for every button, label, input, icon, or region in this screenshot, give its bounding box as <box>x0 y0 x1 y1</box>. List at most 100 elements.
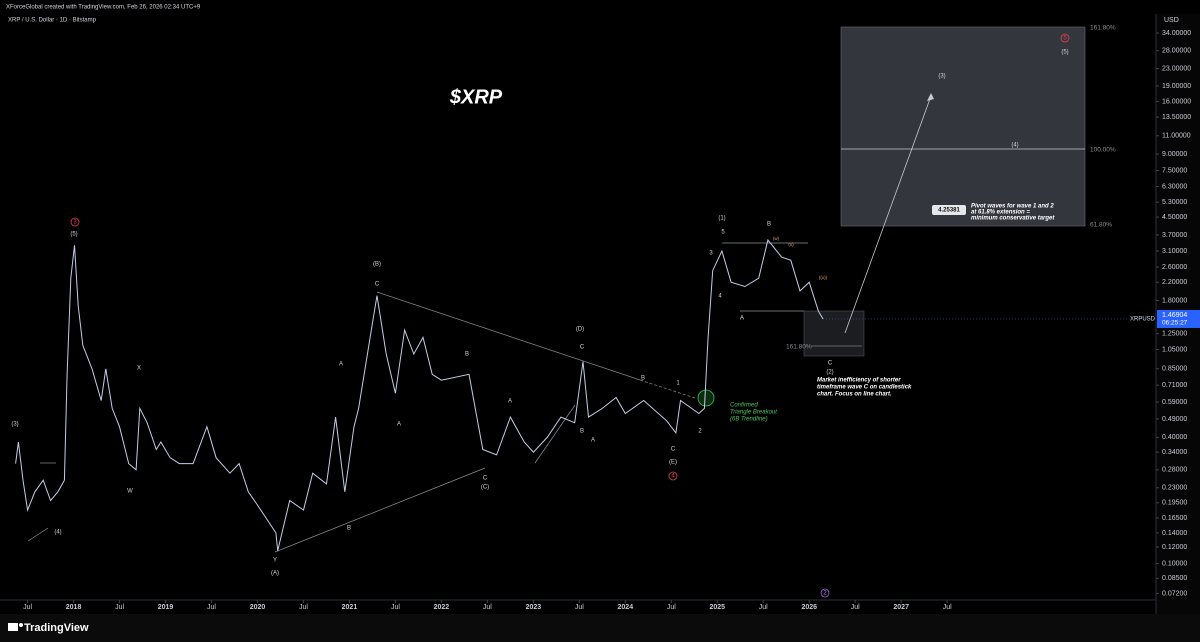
headline: $XRP <box>449 86 503 108</box>
wave-label: B <box>641 376 645 382</box>
x-tick-label: 2020 <box>250 604 266 611</box>
y-tick-label: 7.50000 <box>1162 167 1187 174</box>
y-tick-label: 28.00000 <box>1162 48 1191 55</box>
y-tick-label: 0.59000 <box>1162 399 1187 406</box>
wave-label: (3) <box>11 422 18 428</box>
breakout-note: (6B Trendline) <box>730 417 768 423</box>
breakout-note: Confirmed <box>730 403 758 409</box>
x-tick-label: 2018 <box>66 604 82 611</box>
wave-label: C <box>580 345 585 351</box>
x-tick-label: 2027 <box>893 604 909 611</box>
x-tick-label: Jul <box>851 604 860 611</box>
fib-label: 61.80% <box>1090 222 1112 229</box>
brand-logo <box>8 623 23 631</box>
wave-label: B <box>580 429 584 435</box>
x-tick-label: 2026 <box>801 604 817 611</box>
y-tick-label: 13.50000 <box>1162 114 1191 121</box>
wave-label: B <box>465 352 469 358</box>
y-tick-label: 1.25000 <box>1162 331 1187 338</box>
trendline <box>534 404 576 464</box>
trendline <box>376 291 641 381</box>
wave-label: (4) <box>1011 143 1018 149</box>
wave-label: (3) <box>938 74 945 80</box>
y-tick-label: 0.40000 <box>1162 434 1187 441</box>
wave-label: ((x)) <box>819 275 828 280</box>
x-tick-label: 2023 <box>526 604 542 611</box>
currency: USD <box>1164 17 1179 24</box>
breakout-note: Triangle Breakout <box>730 410 777 416</box>
wave-label: A <box>339 362 343 368</box>
countdown: 06:25:27 <box>1162 320 1188 327</box>
y-tick-label: 19.00000 <box>1162 83 1191 90</box>
wave-label: (B) <box>373 262 381 268</box>
y-tick-label: 0.10000 <box>1162 560 1187 567</box>
trendline <box>274 467 486 553</box>
x-tick-label: Jul <box>483 604 492 611</box>
wave-label: C <box>828 361 833 367</box>
wave-label: 4 <box>718 294 722 300</box>
y-tick-label: 34.00000 <box>1162 30 1191 37</box>
y-tick-label: 1.80000 <box>1162 297 1187 304</box>
y-tick-label: 16.00000 <box>1162 98 1191 105</box>
y-tick-label: 9.00000 <box>1162 151 1187 158</box>
y-tick-label: 4.50000 <box>1162 214 1187 221</box>
fib-label: 161.80% <box>1090 25 1116 32</box>
y-tick-label: 2.60000 <box>1162 264 1187 271</box>
brand: TradingView <box>24 622 89 634</box>
breakout-circle <box>697 389 715 407</box>
target-box <box>932 205 966 215</box>
wave-label: (A) <box>271 571 279 577</box>
wave-label: B <box>347 526 351 532</box>
wave-label: (w) <box>773 236 780 241</box>
y-tick-label: 0.49000 <box>1162 416 1187 423</box>
price-line <box>15 238 824 551</box>
x-tick-label: Jul <box>575 604 584 611</box>
y-tick-label: 0.28000 <box>1162 467 1187 474</box>
y-tick-label: 11.00000 <box>1162 133 1191 140</box>
wave-label: X <box>137 366 141 372</box>
wave-label: Y <box>273 558 277 564</box>
wave-label: 3 <box>73 220 77 226</box>
x-tick-label: 2019 <box>158 604 174 611</box>
wave-label: C <box>375 282 380 288</box>
wave-label: (4) <box>54 530 61 536</box>
wave-label: W <box>127 489 133 495</box>
y-tick-label: 0.34000 <box>1162 449 1187 456</box>
pivot-note: Pivot waves for wave 1 and 2 <box>971 204 1054 210</box>
wave-label: A <box>397 422 401 428</box>
y-tick-label: 0.07200 <box>1162 590 1187 597</box>
x-tick-label: Jul <box>667 604 676 611</box>
inefficiency-note: Market inefficiency of shorter <box>817 378 901 384</box>
wave-circle <box>1060 33 1070 43</box>
wave-label: 5 <box>721 230 725 236</box>
y-tick-label: 3.10000 <box>1162 248 1187 255</box>
wave-label: (2) <box>826 370 833 376</box>
y-tick-label: 0.12000 <box>1162 544 1187 551</box>
wave-label: C <box>671 447 676 453</box>
wave-label: 5 <box>1063 36 1067 42</box>
wave-label: (5) <box>1061 50 1068 56</box>
wave-label: 4 <box>671 474 675 480</box>
y-tick-label: 0.16500 <box>1162 515 1187 522</box>
last-price-box <box>1157 309 1200 328</box>
x-tick-label: 2021 <box>342 604 358 611</box>
projection-arrow <box>844 95 932 334</box>
y-tick-label: 5.30000 <box>1162 199 1187 206</box>
wave-label: B <box>767 222 771 228</box>
wave-label: A <box>591 438 595 444</box>
wave-label: 1 <box>676 381 680 387</box>
x-tick-label: Jul <box>299 604 308 611</box>
y-tick-label: 2.20000 <box>1162 279 1187 286</box>
y-tick-label: 0.71000 <box>1162 382 1187 389</box>
wave-circle <box>668 471 678 481</box>
wave-label: 3 <box>709 251 713 257</box>
wave-label: (C) <box>481 485 489 491</box>
x-tick-label: 2022 <box>434 604 450 611</box>
fib-label: 100.00% <box>1090 147 1116 154</box>
x-tick-label: Jul <box>391 604 400 611</box>
x-tick-label: 2024 <box>618 604 634 611</box>
pivot-note: at 61.8% extension = <box>971 210 1030 216</box>
wave-label: A <box>508 399 512 405</box>
y-tick-label: 0.19500 <box>1162 500 1187 507</box>
y-tick-label: 6.30000 <box>1162 183 1187 190</box>
